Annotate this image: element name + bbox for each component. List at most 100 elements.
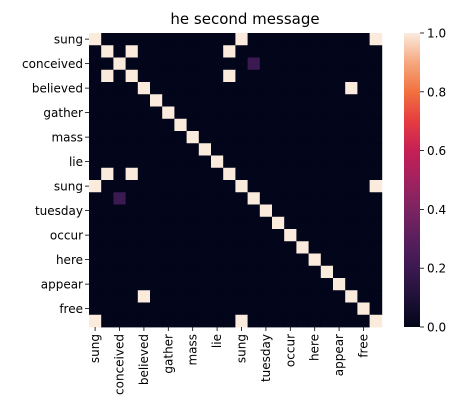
heatmap-cell [174,45,187,58]
heatmap-cell [345,45,358,58]
heatmap-cell [296,33,309,46]
heatmap-cell [150,192,163,205]
heatmap-cell [150,45,163,58]
heatmap-cell [186,265,200,279]
heatmap-cell [320,82,334,95]
heatmap-cell [259,290,273,303]
heatmap-cell [320,278,334,291]
heatmap-cell [150,290,163,303]
heatmap-cell [308,143,322,156]
heatmap-cell [235,106,248,120]
heatmap-cell [284,265,297,279]
heatmap-cell [198,94,212,107]
heatmap-cell [113,253,126,267]
heatmap-cell [247,57,261,71]
heatmap-cell [296,265,309,279]
heatmap-cell [369,69,383,83]
heatmap-cell [235,180,248,193]
heatmap-cell [333,302,346,316]
heatmap-cell [137,241,151,254]
heatmap-cell [272,241,285,254]
heatmap-cell [284,155,297,169]
heatmap-cell [296,167,309,181]
heatmap-cell [223,155,236,169]
heatmap-cell [259,278,273,291]
heatmap-cell [223,167,236,181]
heatmap-cell [150,278,163,291]
heatmap-cell [137,118,151,132]
heatmap-cell [89,180,102,193]
heatmap-cell [198,131,212,144]
heatmap-cell [174,253,187,267]
heatmap-cell [369,143,383,156]
heatmap-cell [357,155,370,169]
heatmap-cell [235,229,248,242]
heatmap-cell [308,253,322,267]
heatmap-cell [320,302,334,316]
heatmap-cell [174,69,187,83]
heatmap-cell [235,167,248,181]
heatmap-cell [211,33,224,46]
heatmap-cell [247,94,261,107]
heatmap-cell [150,143,163,156]
heatmap-cell [235,33,248,46]
colorbar [404,33,420,327]
heatmap-cell [223,57,236,71]
heatmap-cell [101,290,114,303]
heatmap-cell [308,33,322,46]
heatmap-cell [137,143,151,156]
heatmap-cell [223,45,236,58]
heatmap-cell [89,155,102,169]
heatmap-cell [296,192,309,205]
heatmap-cell [259,167,273,181]
heatmap-cell [186,155,200,169]
heatmap-cell [320,253,334,267]
heatmap-cell [113,33,126,46]
heatmap-cell [272,216,285,230]
heatmap-cell [125,204,139,218]
heatmap-cell [272,278,285,291]
heatmap-cell [89,69,102,83]
heatmap-cell [101,155,114,169]
heatmap-cell [272,204,285,218]
heatmap-cell [259,33,273,46]
heatmap-cell [174,216,187,230]
heatmap-cell [247,131,261,144]
heatmap-cell [296,314,309,328]
heatmap-cell [174,290,187,303]
heatmap-cell [150,131,163,144]
heatmap-cell [247,265,261,279]
heatmap-cell [357,314,370,328]
heatmap-cell [223,118,236,132]
x-tick-label: occur [283,334,297,367]
heatmap-cell [235,204,248,218]
heatmap-cell [113,290,126,303]
heatmap-cell [235,143,248,156]
heatmap-cell [211,155,224,169]
heatmap-cell [186,290,200,303]
heatmap-cell [320,192,334,205]
heatmap-cell [333,192,346,205]
heatmap-cell [211,69,224,83]
x-tick-label: believed [137,334,151,385]
heatmap-cell [223,290,236,303]
heatmap-cell [101,167,114,181]
heatmap-cell [272,69,285,83]
heatmap-cell [296,302,309,316]
heatmap-cell [284,216,297,230]
heatmap-cell [113,106,126,120]
heatmap-cell [259,204,273,218]
heatmap-cell [223,192,236,205]
heatmap-cell [211,45,224,58]
heatmap-cell [272,106,285,120]
heatmap-cell [345,180,358,193]
heatmap-cell [101,241,114,254]
heatmap-cell [137,278,151,291]
y-tick-label: here [56,253,83,267]
heatmap-cell [150,33,163,46]
heatmap-cell [186,45,200,58]
heatmap-cell [357,290,370,303]
heatmap-cell [101,180,114,193]
heatmap-cell [211,192,224,205]
heatmap-cell [235,265,248,279]
